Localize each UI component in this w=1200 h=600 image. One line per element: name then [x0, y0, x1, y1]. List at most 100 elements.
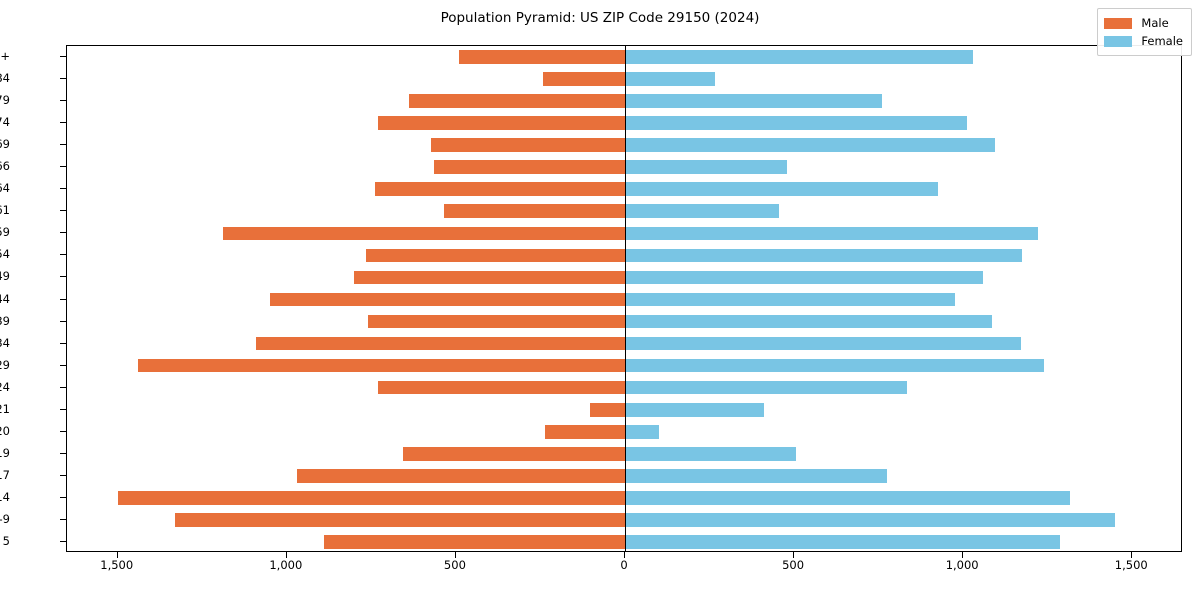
y-axis-tick-label: 65-66 — [0, 159, 10, 174]
y-axis-tick-mark — [60, 166, 66, 168]
bar-female — [625, 513, 1116, 527]
y-axis-tick-label: 50-54 — [0, 247, 10, 262]
bar-female — [625, 314, 992, 329]
x-axis-tick-mark — [116, 552, 118, 558]
bar-row — [67, 380, 1181, 395]
bar-female — [625, 402, 764, 417]
y-axis-tick-mark — [60, 144, 66, 146]
legend-swatch-icon — [1104, 35, 1133, 47]
y-axis-tick-mark — [60, 342, 66, 344]
y-axis-tick-mark — [60, 496, 66, 498]
y-axis-tick-label: 67-69 — [0, 137, 10, 152]
bar-male — [256, 336, 625, 351]
bar-female — [625, 535, 1060, 549]
bar-female — [625, 72, 715, 86]
plot-area — [66, 45, 1182, 552]
y-axis-tick-mark — [60, 254, 66, 256]
legend-swatch-icon — [1104, 17, 1133, 29]
y-axis-tick-label: 15-17 — [0, 467, 10, 482]
bar-female — [625, 50, 974, 64]
y-axis-tick-label: 5-9 — [0, 511, 10, 526]
bar-row — [67, 94, 1181, 108]
y-axis-tick-label: 20 — [0, 423, 10, 438]
bar-male — [175, 513, 625, 527]
chart-title: Population Pyramid: US ZIP Code 29150 (2… — [440, 10, 760, 26]
bar-row — [67, 160, 1181, 175]
x-axis-tick-mark — [454, 552, 456, 558]
x-axis-tick-label: 1,000 — [945, 558, 979, 572]
y-axis-tick-label: 40-44 — [0, 291, 10, 306]
bar-male — [367, 314, 625, 329]
bar-row — [67, 72, 1181, 86]
y-axis-tick-mark — [60, 210, 66, 212]
bar-male — [589, 402, 625, 417]
y-axis-tick-mark — [60, 276, 66, 278]
bar-male — [378, 380, 625, 395]
bar-female — [625, 380, 908, 395]
bar-female — [625, 94, 883, 108]
legend[interactable]: Male Female — [1097, 8, 1192, 56]
y-axis-tick-mark — [60, 518, 66, 520]
bar-male — [430, 138, 625, 153]
y-axis-tick-label: Under 5 — [0, 533, 10, 548]
y-axis-tick-label: 22-24 — [0, 379, 10, 394]
bar-row — [67, 336, 1181, 351]
bar-row — [67, 469, 1181, 483]
bar-row — [67, 402, 1181, 417]
x-axis-tick-label: 0 — [620, 558, 628, 572]
bar-female — [625, 424, 660, 439]
bar-female — [625, 292, 955, 307]
bar-row — [67, 270, 1181, 285]
y-axis-tick-label: 70-74 — [0, 115, 10, 130]
y-axis-tick-mark — [60, 122, 66, 124]
x-axis-tick-mark — [285, 552, 287, 558]
y-axis-tick-mark — [60, 232, 66, 234]
y-axis-tick-mark — [60, 474, 66, 476]
y-axis-tick-label: 45-49 — [0, 269, 10, 284]
y-axis-tick-label: 75-79 — [0, 93, 10, 108]
y-axis-tick-label: 85+ — [0, 49, 10, 64]
x-axis-tick-label: 1,000 — [269, 558, 303, 572]
x-axis-tick-mark — [793, 552, 795, 558]
bar-female — [625, 182, 938, 197]
bar-row — [67, 446, 1181, 461]
zero-axis-line — [625, 46, 626, 551]
bar-row — [67, 116, 1181, 130]
y-axis-tick-mark — [60, 100, 66, 102]
x-axis-tick-label: 1,500 — [1114, 558, 1148, 572]
y-axis-tick-label: 60-61 — [0, 203, 10, 218]
bar-row — [67, 535, 1181, 549]
y-axis-tick-label: 80-84 — [0, 71, 10, 86]
bar-row — [67, 248, 1181, 263]
bar-male — [117, 491, 625, 505]
y-axis-tick-label: 35-39 — [0, 313, 10, 328]
y-axis-tick-mark — [60, 430, 66, 432]
bar-female — [625, 204, 779, 219]
x-axis-tick-mark — [624, 552, 625, 558]
bar-male — [222, 226, 625, 241]
y-axis-tick-mark — [60, 320, 66, 322]
y-axis-tick-mark — [60, 408, 66, 410]
bar-male — [542, 72, 625, 86]
legend-entry[interactable]: Male — [1104, 14, 1183, 32]
legend-label: Male — [1141, 16, 1169, 30]
bar-row — [67, 204, 1181, 219]
bar-male — [459, 50, 625, 64]
bar-male — [403, 446, 625, 461]
y-axis-tick-mark — [60, 364, 66, 366]
x-axis-tick-label: 500 — [443, 558, 466, 572]
y-axis-tick-mark — [60, 386, 66, 388]
bar-row — [67, 226, 1181, 241]
legend-entry[interactable]: Female — [1104, 32, 1183, 50]
bar-female — [625, 270, 984, 285]
bar-row — [67, 138, 1181, 153]
bar-female — [625, 446, 796, 461]
x-axis-tick-label: 1,500 — [100, 558, 134, 572]
bar-row — [67, 513, 1181, 527]
bar-female — [625, 248, 1023, 263]
y-axis-tick-mark — [60, 298, 66, 300]
bar-male — [366, 248, 625, 263]
bar-female — [625, 160, 788, 175]
y-axis-tick-mark — [60, 188, 66, 190]
bar-row — [67, 314, 1181, 329]
